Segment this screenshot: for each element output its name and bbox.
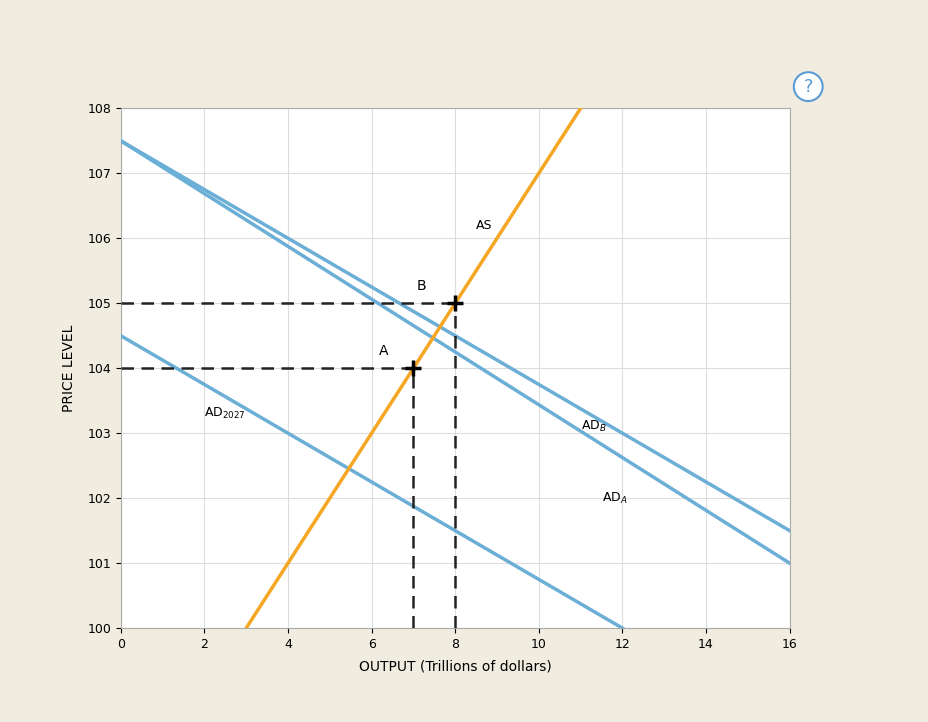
Text: ?: ? xyxy=(803,78,812,95)
Text: AD$_A$: AD$_A$ xyxy=(601,491,626,505)
Text: A: A xyxy=(379,344,388,358)
Text: B: B xyxy=(416,279,425,294)
Text: AD$_B$: AD$_B$ xyxy=(580,419,606,434)
Y-axis label: PRICE LEVEL: PRICE LEVEL xyxy=(62,324,76,412)
Text: AS: AS xyxy=(475,219,492,232)
X-axis label: OUTPUT (Trillions of dollars): OUTPUT (Trillions of dollars) xyxy=(358,659,551,673)
Text: AD$_{2027}$: AD$_{2027}$ xyxy=(204,406,246,421)
